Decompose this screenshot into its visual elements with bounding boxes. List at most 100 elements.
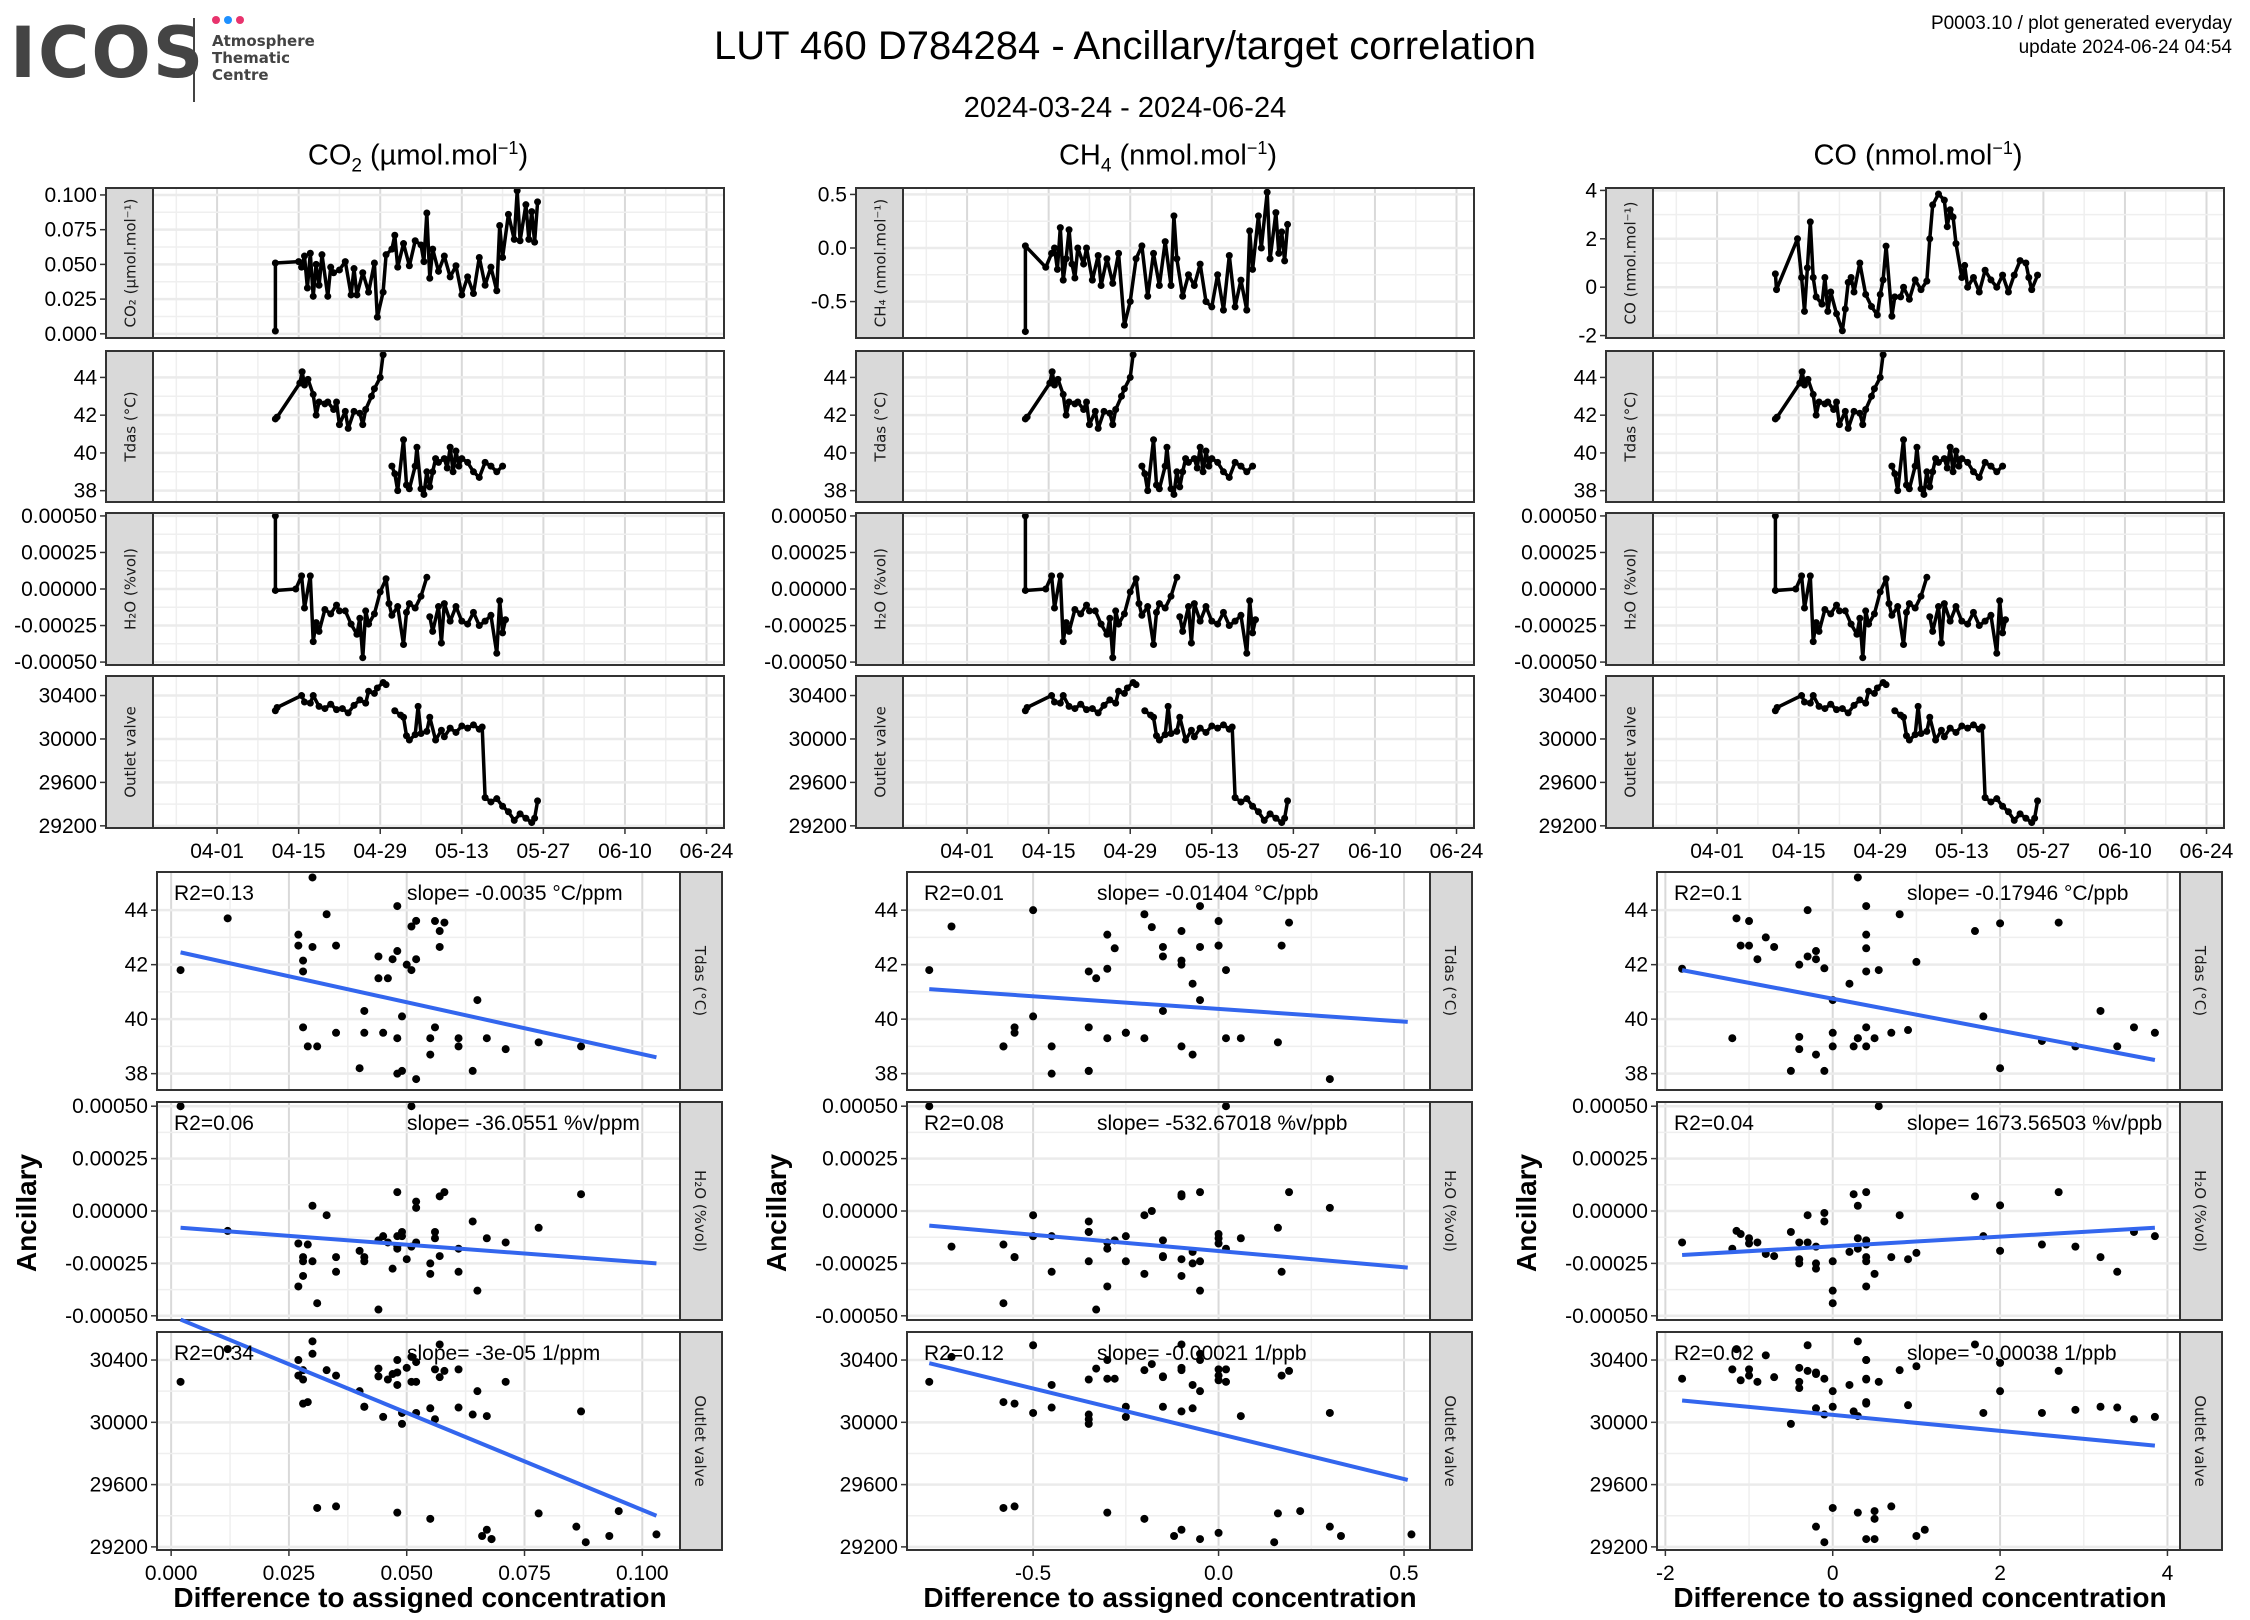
series-point: [1940, 733, 1948, 741]
scatter-point: [482, 1034, 491, 1043]
r2-annotation: R2=0.12: [924, 1342, 1004, 1365]
scatter-point: [1084, 1415, 1093, 1424]
logo-subtitle: Atmosphere Thematic Centre: [212, 16, 315, 84]
y-tick-label: -2: [1578, 325, 1597, 348]
scatter-point: [1853, 1337, 1862, 1346]
scatter-point: [430, 1227, 439, 1236]
timeseries-panel: -0.00050 -0.00025 0.00000 0.00025 0.00050 H₂O…: [14, 505, 725, 674]
series-point: [1126, 373, 1134, 381]
scatter-point: [1853, 1234, 1862, 1243]
scatter-point: [454, 1365, 463, 1374]
scatter-point: [1736, 1376, 1745, 1385]
scatter-point: [299, 1023, 308, 1032]
scatter-point: [1795, 1384, 1804, 1393]
timeseries-panel: 29200 29600 30000 30400 Outlet valve: [789, 675, 1475, 838]
series-point: [1196, 724, 1204, 732]
scatter-point: [1103, 1508, 1112, 1517]
series-point: [1937, 726, 1945, 734]
scatter-point: [1221, 1102, 1230, 1111]
scatter-point: [435, 1192, 444, 1201]
series-point: [1771, 586, 1779, 594]
scatter-point: [412, 1203, 421, 1212]
scatter-point: [1188, 1380, 1197, 1389]
scatter-point: [1285, 1366, 1294, 1375]
facet-strip-label: H₂O (%vol): [872, 548, 890, 630]
series-point: [1999, 802, 2007, 810]
scatter-point: [308, 1337, 317, 1346]
series-point: [1048, 249, 1056, 257]
scatter-point: [652, 1530, 661, 1539]
series-point: [1841, 607, 1849, 615]
series-point: [522, 814, 530, 822]
scatter-point: [614, 1507, 623, 1516]
series-point: [370, 689, 378, 697]
scatter-point: [1029, 906, 1038, 915]
series-point: [1071, 274, 1079, 282]
series-point: [417, 241, 425, 249]
scatter-point: [1795, 1032, 1804, 1041]
y-tick-label: 30000: [39, 728, 97, 751]
series-point: [405, 262, 413, 270]
series-point: [341, 407, 349, 415]
scatter-point: [1728, 1034, 1737, 1043]
scatter-point: [1912, 957, 1921, 966]
scatter-point: [1745, 1365, 1754, 1374]
scatter-point: [1214, 1376, 1223, 1385]
scatter-point: [1084, 1257, 1093, 1266]
series-point: [1196, 260, 1204, 268]
scatter-point: [360, 1402, 369, 1411]
series-point: [1900, 641, 1908, 649]
series-point: [1862, 699, 1870, 707]
y-tick-label: 42: [1574, 404, 1597, 427]
series-point: [1208, 617, 1216, 625]
y-tick-label: 30400: [1590, 1349, 1648, 1372]
scatter-point: [398, 1232, 407, 1241]
series-point: [1214, 620, 1222, 628]
x-tick-label: 06-10: [598, 840, 652, 863]
series-point: [1885, 600, 1893, 608]
series-point: [493, 287, 501, 295]
scatter-point: [1140, 1034, 1149, 1043]
series-point: [1882, 242, 1890, 250]
series-point: [1088, 705, 1096, 713]
scatter-point: [322, 1366, 331, 1375]
scatter-point: [1895, 910, 1904, 919]
series-point: [2028, 286, 2036, 294]
series-point: [1841, 305, 1849, 313]
scatter-point: [426, 1259, 435, 1268]
x-tick-label: 05-13: [1185, 840, 1239, 863]
series-point: [449, 468, 457, 476]
series-point: [271, 327, 279, 335]
series-point: [458, 291, 466, 299]
x-tick-label: -0.5: [1015, 1562, 1051, 1585]
series-point: [1103, 255, 1111, 263]
scatter-point: [379, 1028, 388, 1037]
scatter-point: [1029, 1341, 1038, 1350]
series-point: [1048, 572, 1056, 580]
series-point: [1917, 485, 1925, 493]
panel-border: [105, 512, 725, 666]
slope-annotation: slope= -0.01404 °C/ppb: [1097, 882, 1318, 905]
series-line: [1773, 515, 1929, 660]
scatter-point: [374, 1364, 383, 1373]
scatter-point: [1845, 979, 1854, 988]
scatter-point: [393, 1034, 402, 1043]
series-point: [1911, 731, 1919, 739]
series-point: [306, 572, 314, 580]
series-point: [335, 421, 343, 429]
y-tick-label: 38: [824, 480, 847, 503]
y-tick-label: 42: [1625, 954, 1648, 977]
series-point: [452, 603, 460, 611]
series-point: [1243, 795, 1251, 803]
scatter-point: [1862, 902, 1871, 911]
regression-line: [180, 1225, 657, 1266]
x-tick-label: 06-10: [2098, 840, 2152, 863]
series-point: [435, 458, 442, 466]
series-point: [350, 265, 358, 273]
series-point: [1077, 700, 1085, 708]
plot-background: [1653, 676, 2224, 828]
x-tick-label: 06-24: [2180, 840, 2234, 863]
unit-exponent: −1: [1246, 138, 1268, 158]
scatter-point: [501, 1238, 510, 1247]
